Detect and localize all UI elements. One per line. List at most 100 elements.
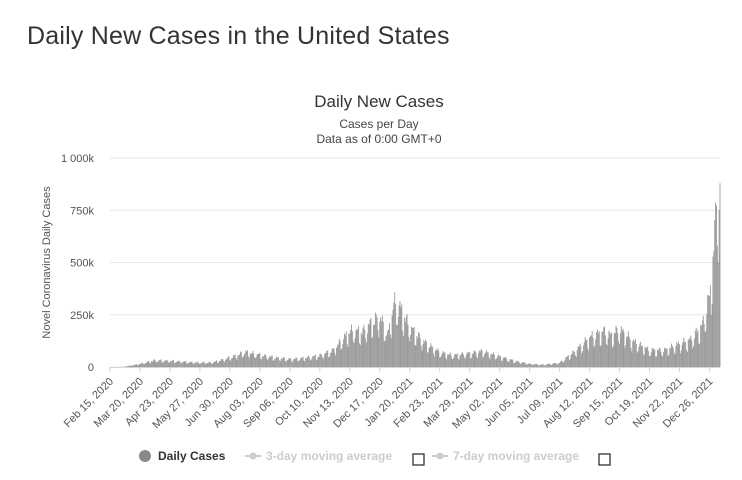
daily-cases-bar[interactable] [311,358,313,367]
daily-cases-bar[interactable] [261,359,263,367]
daily-cases-bar[interactable] [225,358,227,367]
daily-cases-bar[interactable] [183,362,185,367]
daily-cases-bar[interactable] [676,342,678,367]
daily-cases-bar[interactable] [384,340,386,367]
daily-cases-bar[interactable] [365,338,367,367]
daily-cases-bar[interactable] [216,360,218,367]
daily-cases-bar[interactable] [479,351,481,367]
daily-cases-bar[interactable] [154,360,156,367]
daily-cases-bar[interactable] [474,351,476,367]
daily-cases-bar[interactable] [543,364,545,367]
daily-cases-bar[interactable] [323,355,325,367]
daily-cases-bar[interactable] [231,358,233,367]
daily-cases-bar[interactable] [574,352,576,367]
daily-cases-bar[interactable] [589,335,591,367]
daily-cases-bar[interactable] [393,302,395,367]
daily-cases-bar[interactable] [498,354,500,367]
daily-cases-bar[interactable] [686,351,688,367]
daily-cases-bar[interactable] [173,359,174,367]
daily-cases-bar[interactable] [452,359,454,367]
daily-cases-bar[interactable] [481,350,483,367]
daily-cases-bar[interactable] [195,362,197,367]
daily-cases-bar[interactable] [560,360,562,367]
daily-cases-bar[interactable] [580,345,582,367]
daily-cases-bar[interactable] [342,344,344,367]
daily-cases-bar[interactable] [601,331,603,367]
daily-cases-bar[interactable] [174,362,176,367]
daily-cases-bar[interactable] [619,332,621,367]
daily-cases-bar[interactable] [545,365,546,367]
daily-cases-bar[interactable] [654,349,656,367]
daily-cases-bar[interactable] [431,345,433,367]
daily-cases-bar[interactable] [541,364,543,367]
daily-cases-bar[interactable] [500,355,501,367]
daily-cases-bar[interactable] [241,357,243,367]
daily-cases-bar[interactable] [530,363,532,367]
daily-cases-bar[interactable] [588,350,590,367]
daily-cases-bar[interactable] [464,358,466,367]
daily-cases-bar[interactable] [420,346,422,367]
daily-cases-bar[interactable] [470,358,471,367]
daily-cases-bar[interactable] [546,364,548,367]
daily-cases-bar[interactable] [251,353,253,367]
daily-cases-bar[interactable] [674,354,676,367]
daily-cases-bar[interactable] [243,355,245,367]
daily-cases-bar[interactable] [309,359,311,367]
daily-cases-bar[interactable] [443,352,445,367]
daily-cases-bar[interactable] [662,356,664,367]
daily-cases-bar[interactable] [685,341,687,367]
daily-cases-bar[interactable] [409,341,411,367]
daily-cases-bar[interactable] [598,331,600,367]
daily-cases-bar[interactable] [579,343,581,367]
daily-cases-bar[interactable] [310,360,312,367]
daily-cases-bar[interactable] [229,360,231,367]
daily-cases-bar[interactable] [173,362,175,367]
daily-cases-bar[interactable] [394,292,396,367]
daily-cases-bar[interactable] [293,359,295,367]
daily-cases-bar[interactable] [586,339,588,367]
daily-cases-bar[interactable] [419,338,421,367]
daily-cases-bar[interactable] [702,315,704,367]
daily-cases-bar[interactable] [583,342,585,367]
daily-cases-bar[interactable] [692,348,694,367]
daily-cases-bar[interactable] [278,360,280,367]
daily-cases-bar[interactable] [148,360,150,367]
daily-cases-bar[interactable] [214,361,216,367]
daily-cases-bar[interactable] [292,359,294,367]
daily-cases-bar[interactable] [234,354,236,367]
daily-cases-bar[interactable] [270,355,272,367]
daily-cases-bar[interactable] [663,351,665,367]
daily-cases-bar[interactable] [215,361,217,367]
daily-cases-bar[interactable] [348,333,350,367]
daily-cases-bar[interactable] [353,342,355,367]
daily-cases-bar[interactable] [671,343,672,367]
daily-cases-bar[interactable] [418,332,419,367]
daily-cases-bar[interactable] [240,352,242,367]
daily-cases-bar[interactable] [313,356,315,367]
daily-cases-bar[interactable] [142,362,144,367]
daily-cases-bar[interactable] [716,245,718,367]
daily-cases-bar[interactable] [634,341,635,367]
daily-cases-bar[interactable] [470,357,472,367]
daily-cases-bar[interactable] [259,352,261,367]
daily-cases-bar[interactable] [317,356,319,367]
daily-cases-bar[interactable] [639,343,641,367]
daily-cases-bar[interactable] [411,327,413,367]
daily-cases-bar[interactable] [458,359,460,367]
daily-cases-bar[interactable] [141,362,143,367]
daily-cases-bar[interactable] [618,340,620,367]
daily-cases-bar[interactable] [622,328,624,367]
daily-cases-bar[interactable] [708,295,709,367]
daily-cases-bar[interactable] [549,364,551,367]
daily-cases-bar[interactable] [143,363,145,367]
daily-cases-bar[interactable] [683,337,685,367]
daily-cases-bar[interactable] [607,338,609,367]
daily-cases-bar[interactable] [701,320,703,367]
daily-cases-bar[interactable] [345,331,347,367]
daily-cases-bar[interactable] [566,357,568,367]
daily-cases-bar[interactable] [375,314,377,367]
daily-cases-bar[interactable] [136,364,138,367]
daily-cases-bar[interactable] [453,357,455,367]
daily-cases-bar[interactable] [577,346,579,367]
daily-cases-bar[interactable] [496,357,498,367]
